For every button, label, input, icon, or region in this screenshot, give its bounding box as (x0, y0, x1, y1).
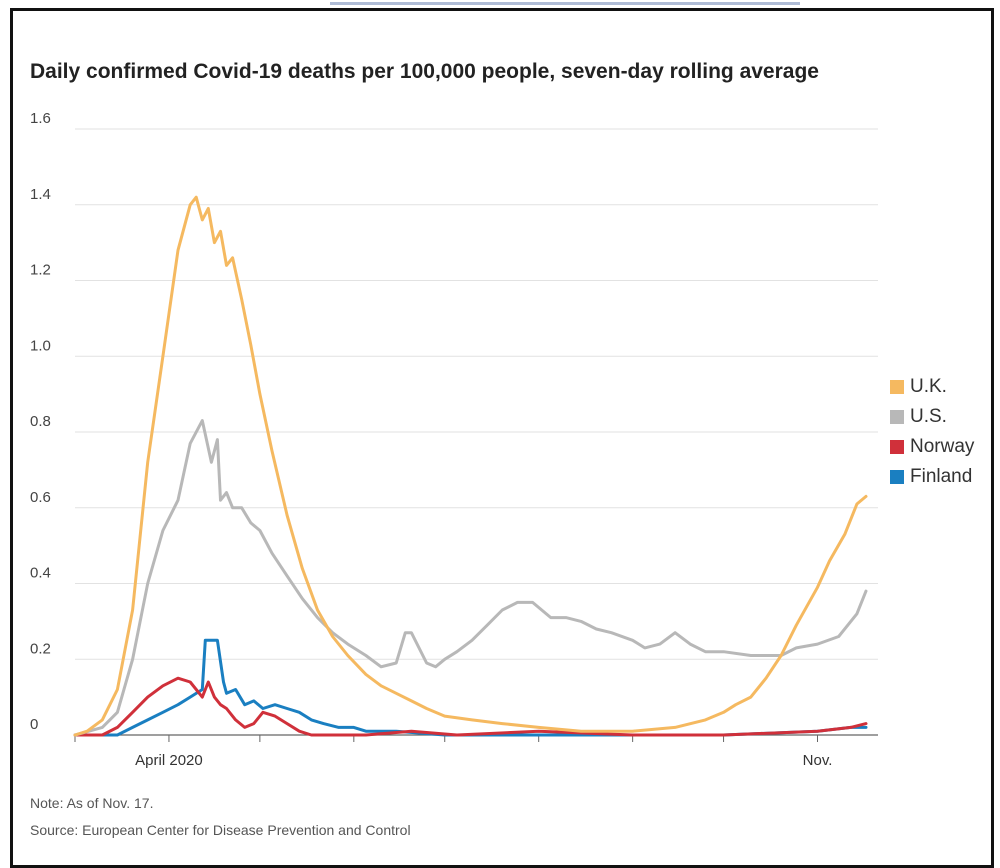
y-axis-labels: 0 0.2 0.4 0.6 0.8 1.0 1.2 1.4 1.6 (30, 110, 51, 733)
legend-label: Finland (910, 466, 973, 487)
y-tick-label: 1.4 (30, 186, 51, 203)
x-tick-label: April 2020 (135, 752, 203, 769)
chart-note: Note: As of Nov. 17. (30, 795, 154, 811)
legend-swatch (890, 440, 904, 454)
line-chart: 0 0.2 0.4 0.6 0.8 1.0 1.2 1.4 1.6 April 2020 Nov. (30, 110, 878, 769)
legend-label: U.K. (910, 376, 947, 397)
y-tick-label: 0.8 (30, 413, 51, 430)
legend-label: Norway (910, 436, 975, 457)
series-line-u-s (73, 419, 868, 737)
top-rule (330, 2, 800, 5)
series-line-u-k (73, 195, 868, 737)
y-tick-label: 1.0 (30, 337, 51, 354)
legend-item: Norway (890, 432, 974, 462)
legend: U.K. U.S. Norway Finland (890, 372, 974, 492)
gridlines (75, 128, 878, 660)
legend-swatch (890, 470, 904, 484)
y-tick-label: 0.6 (30, 489, 51, 506)
chart-title: Daily confirmed Covid-19 deaths per 100,… (30, 60, 819, 83)
legend-swatch (890, 380, 904, 394)
series-line-norway (73, 676, 868, 737)
legend-swatch (890, 410, 904, 424)
y-tick-label: 0.2 (30, 640, 51, 657)
y-tick-label: 1.2 (30, 262, 51, 279)
y-tick-label: 0 (30, 716, 38, 733)
series-lines (73, 195, 868, 737)
legend-label: U.S. (910, 406, 947, 427)
legend-item: U.K. (890, 372, 974, 402)
legend-item: Finland (890, 462, 974, 492)
y-tick-label: 0.4 (30, 565, 51, 582)
chart-source: Source: European Center for Disease Prev… (30, 822, 411, 838)
x-axis: April 2020 Nov. (74, 734, 878, 769)
y-tick-label: 1.6 (30, 110, 51, 127)
x-tick-label: Nov. (803, 752, 833, 769)
series-line-finland (73, 638, 868, 737)
legend-item: U.S. (890, 402, 974, 432)
